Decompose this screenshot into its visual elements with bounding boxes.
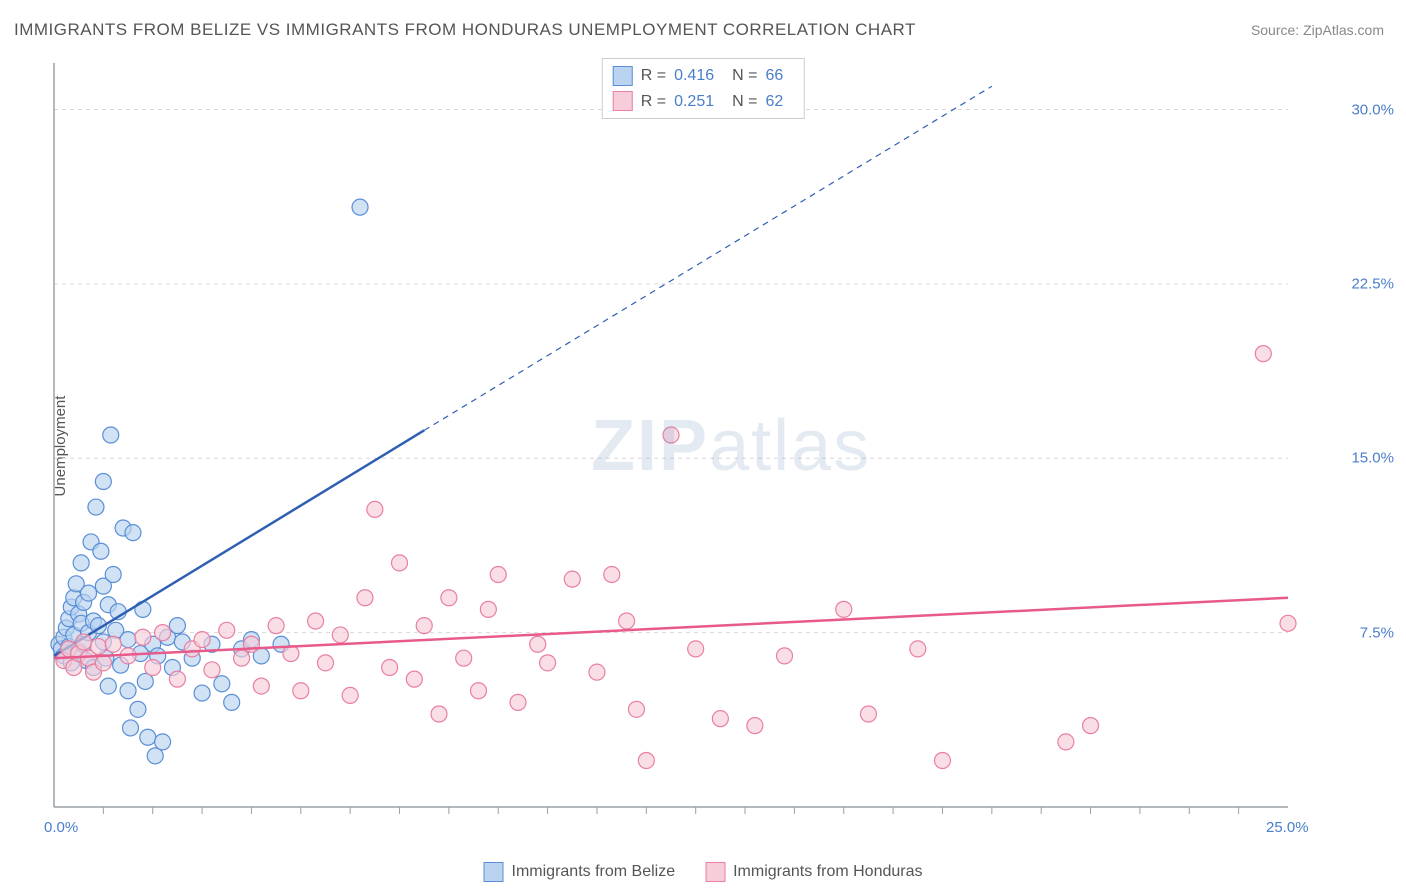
y-tick-label: 7.5% <box>1360 624 1394 641</box>
legend-swatch-honduras <box>705 862 725 882</box>
scatter-plot <box>48 55 1348 837</box>
stats-legend: R = 0.416 N = 66 R = 0.251 N = 62 <box>602 58 805 119</box>
stat-n-label: N = <box>732 63 757 89</box>
y-tick-label: 30.0% <box>1351 101 1394 118</box>
legend-label-belize: Immigrants from Belize <box>512 863 676 881</box>
legend-item-belize: Immigrants from Belize <box>484 862 676 882</box>
stat-r-value-honduras: 0.251 <box>674 89 714 115</box>
swatch-belize <box>613 66 633 86</box>
y-tick-label: 22.5% <box>1351 275 1394 292</box>
x-tick-end: 25.0% <box>1266 819 1309 836</box>
stats-row-belize: R = 0.416 N = 66 <box>613 63 794 89</box>
stat-r-label: R = <box>641 63 666 89</box>
source-name: ZipAtlas.com <box>1303 22 1384 38</box>
chart-title: IMMIGRANTS FROM BELIZE VS IMMIGRANTS FRO… <box>14 20 916 40</box>
stat-n-value-honduras: 62 <box>765 89 783 115</box>
x-tick-origin: 0.0% <box>44 819 78 836</box>
source-label: Source: <box>1251 22 1303 38</box>
bottom-legend: Immigrants from Belize Immigrants from Ho… <box>484 862 923 882</box>
swatch-honduras <box>613 91 633 111</box>
stat-n-value-belize: 66 <box>765 63 783 89</box>
source-attribution: Source: ZipAtlas.com <box>1251 22 1384 38</box>
stats-row-honduras: R = 0.251 N = 62 <box>613 89 794 115</box>
legend-item-honduras: Immigrants from Honduras <box>705 862 922 882</box>
stat-r-label: R = <box>641 89 666 115</box>
legend-label-honduras: Immigrants from Honduras <box>733 863 922 881</box>
y-tick-label: 15.0% <box>1351 450 1394 467</box>
stat-n-label: N = <box>732 89 757 115</box>
stat-r-value-belize: 0.416 <box>674 63 714 89</box>
legend-swatch-belize <box>484 862 504 882</box>
chart-area <box>48 55 1348 837</box>
